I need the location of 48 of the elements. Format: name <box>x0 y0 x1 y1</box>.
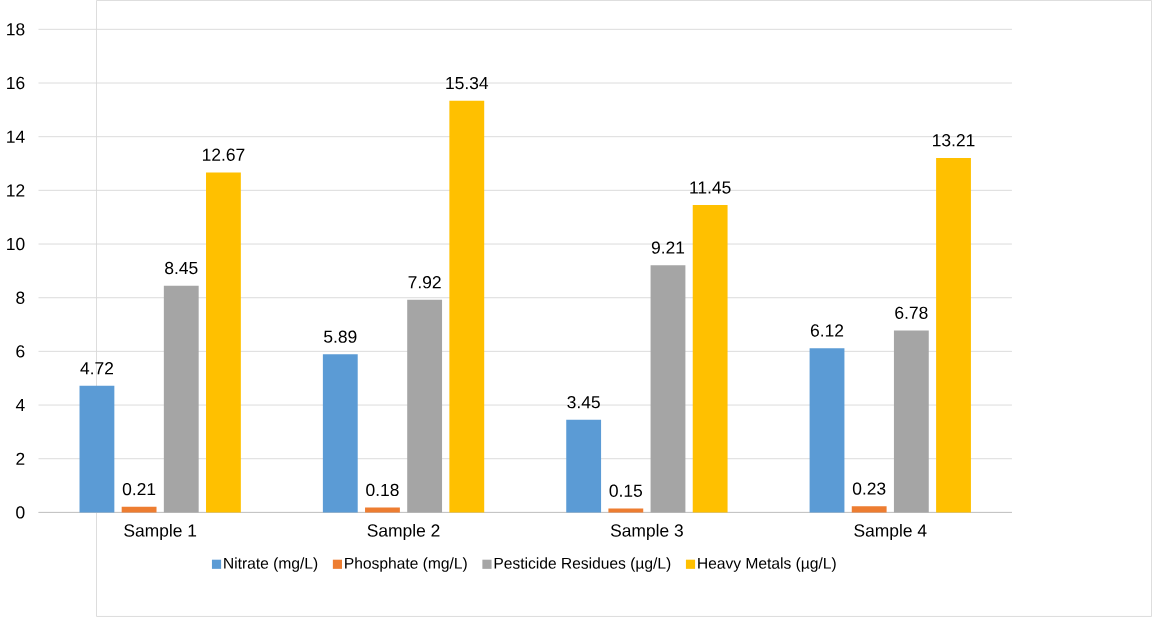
x-tick-label: Sample 4 <box>854 523 927 541</box>
data-label: 6.78 <box>895 306 928 320</box>
data-label: 4.72 <box>80 362 114 375</box>
bar <box>608 508 644 513</box>
bar <box>407 299 443 513</box>
data-label: 3.45 <box>567 396 600 409</box>
data-label: 11.45 <box>690 181 731 194</box>
y-tick-label: 6 <box>16 345 25 358</box>
data-label: 12.67 <box>202 148 245 161</box>
data-label: 6.12 <box>810 324 844 337</box>
y-tick-label: 2 <box>16 452 25 465</box>
bar <box>566 419 602 513</box>
legend-label: Phosphate (mg/L) <box>345 557 467 572</box>
data-label: 7.92 <box>408 276 441 289</box>
data-label: 8.45 <box>165 261 198 275</box>
data-label: 0.21 <box>122 483 156 496</box>
data-label: 9.21 <box>651 241 685 254</box>
x-tick-label: Sample 3 <box>610 523 683 541</box>
data-label: 15.34 <box>446 76 489 90</box>
bar <box>893 330 929 513</box>
y-tick-label: 10 <box>7 237 25 251</box>
y-tick-label: 0 <box>16 506 25 519</box>
data-label: 5.89 <box>324 330 357 343</box>
bar <box>692 205 728 513</box>
y-tick-label: 8 <box>16 291 25 304</box>
legend-label: Pesticide Residues (µg/L) <box>494 557 671 572</box>
data-label: 13.21 <box>933 134 975 147</box>
y-tick-label: 14 <box>7 130 25 143</box>
legend-label: Heavy Metals (µg/L) <box>698 557 836 572</box>
x-tick-label: Sample 1 <box>124 523 197 541</box>
bar <box>650 265 686 513</box>
y-tick-label: 16 <box>7 76 25 90</box>
bar <box>206 172 241 513</box>
legend-label: Nitrate (mg/L) <box>224 557 318 572</box>
data-label: 0.15 <box>609 484 643 497</box>
y-tick-label: 4 <box>15 399 25 412</box>
bar <box>79 385 115 513</box>
x-tick-label: Sample 2 <box>367 523 440 541</box>
bar <box>449 100 485 513</box>
bar <box>322 354 358 513</box>
y-tick-label: 12 <box>7 184 25 197</box>
bar <box>851 506 887 513</box>
bar <box>936 157 971 513</box>
y-tick-label: 18 <box>7 23 25 36</box>
bar <box>163 285 199 513</box>
data-label: 0.18 <box>366 483 399 497</box>
data-label: 0.23 <box>852 482 886 495</box>
bar <box>809 348 845 513</box>
